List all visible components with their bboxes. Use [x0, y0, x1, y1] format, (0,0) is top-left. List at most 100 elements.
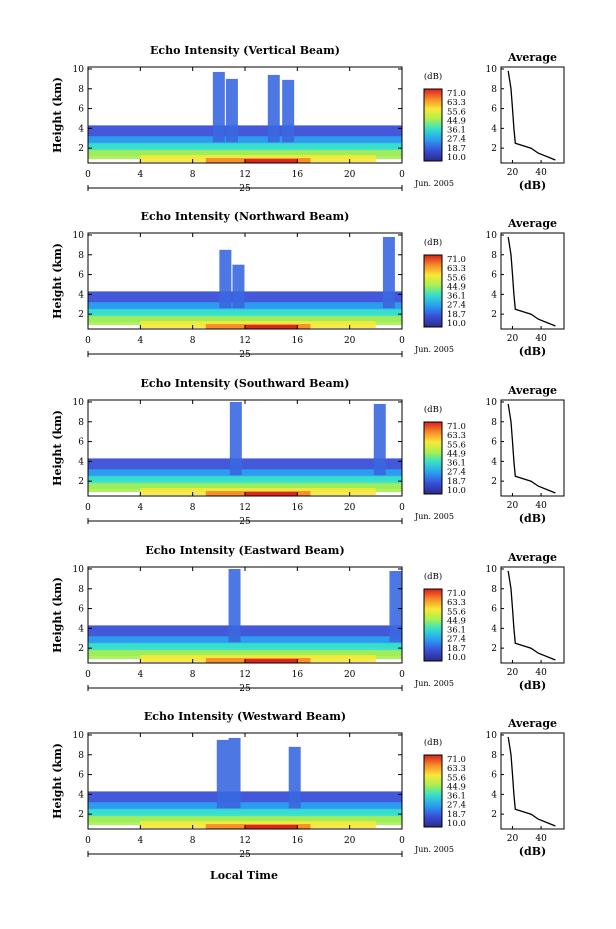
echo-band	[245, 325, 298, 329]
colorbar-tick-label: 10.0	[447, 486, 466, 496]
date-label: Jun. 2005	[414, 512, 454, 521]
colorbar-tick-label: 27.4	[447, 468, 466, 478]
cloud-column	[228, 737, 241, 809]
x-tick-label: 0	[399, 336, 405, 346]
average-y-tick-label: 8	[491, 251, 497, 261]
average-y-tick-label: 6	[491, 105, 497, 115]
cloud-column	[267, 74, 280, 143]
day-label: 25	[239, 684, 251, 694]
average-profile-panel: Average 2 4 6 8 10 20 40(dB)	[486, 384, 565, 525]
colorbar-tick-label: 55.6	[447, 773, 466, 783]
colorbar-unit: (dB)	[424, 404, 442, 415]
colorbar-tick-label: 63.3	[447, 764, 466, 774]
x-tick-label: 8	[190, 503, 196, 513]
average-y-tick-label: 4	[491, 457, 497, 467]
colorbar-tick-label: 36.1	[447, 126, 466, 136]
x-tick-label: 16	[292, 170, 304, 180]
echo-band	[88, 650, 402, 660]
x-tick-label: 0	[399, 836, 405, 846]
y-tick-label: 10	[73, 398, 85, 408]
colorbar-tick-label: 71.0	[447, 255, 466, 265]
date-label: Jun. 2005	[414, 179, 454, 188]
colorbar-tick-label: 18.7	[447, 144, 466, 154]
cloud-column	[389, 570, 402, 643]
y-tick-label: 2	[78, 144, 84, 154]
x-tick-label: 20	[344, 670, 356, 680]
y-tick-label: 4	[78, 790, 84, 800]
colorbar-tick-label: 71.0	[447, 89, 466, 99]
average-profile-line	[507, 736, 556, 827]
y-tick-label: 10	[73, 65, 85, 75]
colorbar-tick-label: 55.6	[447, 440, 466, 450]
panel-5: Echo Intensity (Westward Beam) 2 4 6 8 10 0 4 8 1…	[51, 710, 565, 860]
colorbar-tick-label: 44.9	[447, 782, 466, 792]
colorbar	[423, 588, 443, 662]
colorbar-tick-label: 44.9	[447, 449, 466, 459]
cloud-column	[216, 739, 229, 809]
average-y-tick-label: 10	[486, 565, 498, 575]
panels-group: Echo Intensity (Vertical Beam) 2 4 6 8 10 0 4 8 1…	[51, 44, 565, 860]
average-x-label: (dB)	[519, 179, 546, 192]
cloud-column	[373, 403, 386, 476]
colorbar-tick-label: 27.4	[447, 635, 466, 645]
average-x-label: (dB)	[519, 679, 546, 692]
average-frame	[500, 232, 565, 330]
y-tick-label: 8	[78, 751, 84, 761]
cloud-column	[232, 264, 245, 309]
average-profile-panel: Average 2 4 6 8 10 20 40(dB)	[486, 217, 565, 358]
x-tick-label: 20	[344, 503, 356, 513]
colorbar-tick-label: 27.4	[447, 301, 466, 311]
colorbar	[423, 421, 443, 495]
echo-band	[245, 825, 298, 829]
date-label: Jun. 2005	[414, 345, 454, 354]
average-x-tick-label: 40	[535, 668, 547, 678]
colorbar-tick-label: 18.7	[447, 310, 466, 320]
average-y-tick-label: 6	[491, 605, 497, 615]
average-x-tick-label: 20	[507, 501, 519, 511]
y-tick-label: 8	[78, 85, 84, 95]
average-y-tick-label: 4	[491, 624, 497, 634]
average-y-tick-label: 8	[491, 751, 497, 761]
colorbar-tick-label: 36.1	[447, 459, 466, 469]
x-tick-label: 8	[190, 670, 196, 680]
average-y-tick-label: 4	[491, 290, 497, 300]
y-tick-label: 4	[78, 290, 84, 300]
colorbar-tick-label: 36.1	[447, 626, 466, 636]
colorbar-tick-label: 36.1	[447, 792, 466, 802]
average-x-tick-label: 20	[507, 168, 519, 178]
x-tick-label: 0	[85, 503, 91, 513]
echo-band	[88, 636, 402, 649]
average-title: Average	[507, 384, 557, 397]
x-tick-label: 12	[239, 836, 250, 846]
average-profile-panel: Average 2 4 6 8 10 20 40(dB)	[486, 717, 565, 858]
panel-title: Echo Intensity (Southward Beam)	[141, 377, 350, 390]
colorbar-tick-label: 71.0	[447, 422, 466, 432]
x-tick-label: 4	[137, 170, 143, 180]
y-tick-label: 4	[78, 624, 84, 634]
average-y-tick-label: 2	[491, 144, 497, 154]
cloud-column	[228, 568, 241, 643]
x-tick-label: 16	[292, 503, 304, 513]
cloud-column	[382, 236, 395, 309]
y-axis-label: Height (km)	[51, 243, 64, 319]
panel-title: Echo Intensity (Vertical Beam)	[150, 44, 340, 57]
colorbar-unit: (dB)	[424, 71, 442, 82]
colorbar-tick-label: 55.6	[447, 273, 466, 283]
x-tick-label: 0	[85, 336, 91, 346]
average-y-tick-label: 2	[491, 644, 497, 654]
heatmap	[88, 236, 402, 329]
average-x-tick-label: 40	[535, 501, 547, 511]
y-tick-label: 10	[73, 565, 85, 575]
average-profile-panel: Average 2 4 6 8 10 20 40(dB)	[486, 51, 565, 192]
colorbar-tick-label: 44.9	[447, 282, 466, 292]
heatmap	[88, 737, 402, 829]
echo-band	[88, 302, 402, 315]
y-tick-label: 8	[78, 585, 84, 595]
x-tick-label: 0	[399, 170, 405, 180]
average-y-tick-label: 8	[491, 418, 497, 428]
y-axis-label: Height (km)	[51, 77, 64, 153]
average-profile-line	[507, 403, 556, 494]
colorbar-tick-label: 10.0	[447, 153, 466, 163]
colorbar-tick-label: 63.3	[447, 598, 466, 608]
x-tick-label: 16	[292, 670, 304, 680]
